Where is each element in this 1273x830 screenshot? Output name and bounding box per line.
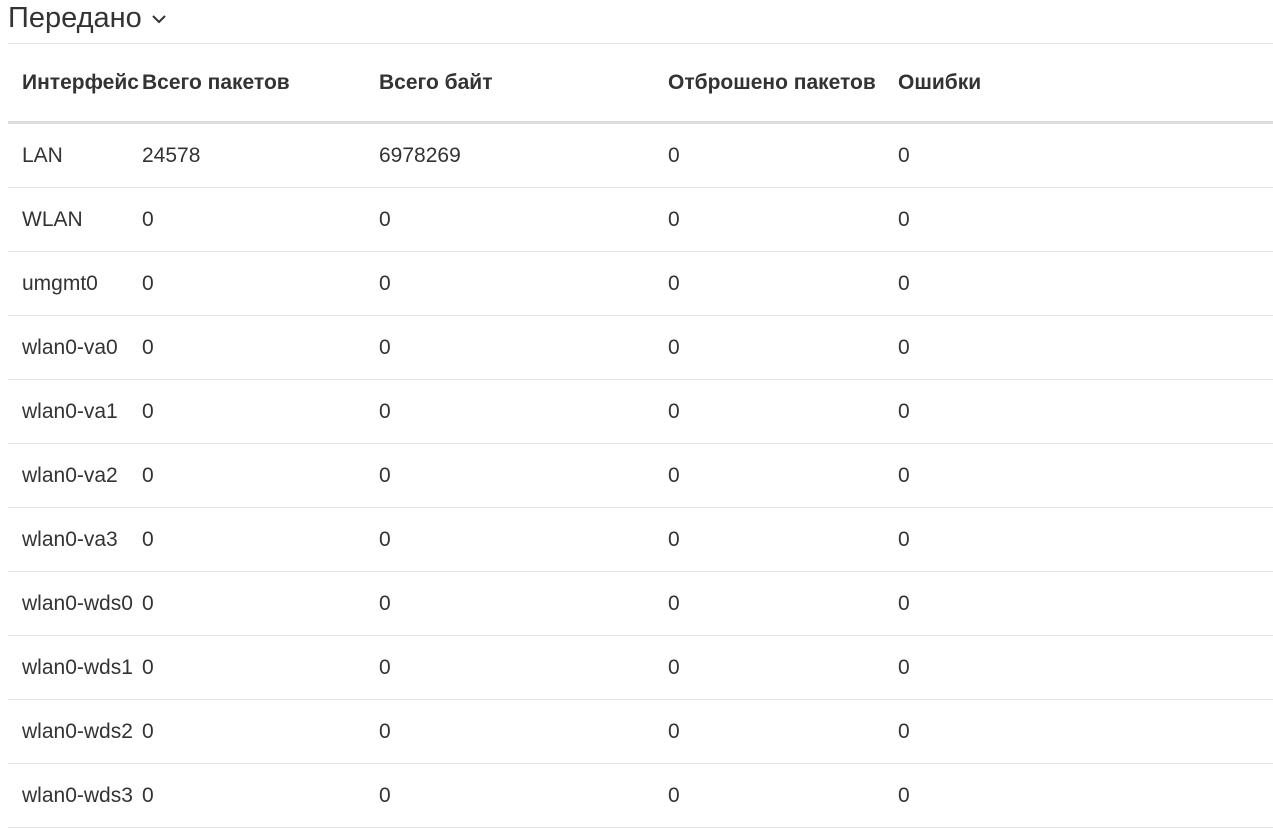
cell-total-packets: 0 [142, 507, 379, 572]
cell-errors: 0 [898, 571, 1273, 636]
cell-interface: wlan0-wds3 [8, 763, 142, 828]
cell-dropped-packets: 0 [668, 315, 898, 380]
cell-total-packets: 24578 [142, 122, 379, 188]
cell-errors: 0 [898, 443, 1273, 508]
cell-total-bytes: 0 [379, 379, 668, 444]
cell-total-bytes: 0 [379, 443, 668, 508]
cell-dropped-packets: 0 [668, 571, 898, 636]
cell-interface: wlan0-wds2 [8, 699, 142, 764]
cell-total-packets: 0 [142, 699, 379, 764]
table-row: wlan0-va0 0 0 0 0 [8, 315, 1273, 380]
cell-dropped-packets: 0 [668, 251, 898, 316]
table-row: wlan0-va3 0 0 0 0 [8, 507, 1273, 572]
cell-errors: 0 [898, 379, 1273, 444]
cell-total-bytes: 0 [379, 699, 668, 764]
cell-total-bytes: 0 [379, 763, 668, 828]
table-row: wlan0-wds2 0 0 0 0 [8, 699, 1273, 764]
table-row: WLAN 0 0 0 0 [8, 187, 1273, 252]
divider [8, 43, 1273, 44]
table-row: wlan0-wds1 0 0 0 0 [8, 635, 1273, 700]
cell-errors: 0 [898, 251, 1273, 316]
section-title: Передано [8, 2, 142, 34]
cell-interface: umgmt0 [8, 251, 142, 316]
cell-dropped-packets: 0 [668, 187, 898, 252]
section-toggle[interactable]: Передано [8, 2, 168, 35]
cell-dropped-packets: 0 [668, 763, 898, 828]
cell-interface: wlan0-wds0 [8, 571, 142, 636]
column-header-total-bytes: Всего байт [379, 44, 668, 124]
cell-errors: 0 [898, 315, 1273, 380]
cell-interface: wlan0-wds1 [8, 635, 142, 700]
cell-total-bytes: 0 [379, 635, 668, 700]
transmitted-table: Интерфейс Всего пакетов Всего байт Отбро… [8, 44, 1273, 828]
cell-dropped-packets: 0 [668, 122, 898, 188]
cell-total-packets: 0 [142, 315, 379, 380]
cell-errors: 0 [898, 699, 1273, 764]
cell-dropped-packets: 0 [668, 507, 898, 572]
cell-dropped-packets: 0 [668, 635, 898, 700]
table-row: wlan0-va1 0 0 0 0 [8, 379, 1273, 444]
cell-total-bytes: 0 [379, 187, 668, 252]
cell-interface: WLAN [8, 187, 142, 252]
table-row: LAN 24578 6978269 0 0 [8, 122, 1273, 188]
cell-dropped-packets: 0 [668, 443, 898, 508]
cell-interface: wlan0-va3 [8, 507, 142, 572]
cell-interface: wlan0-va1 [8, 379, 142, 444]
table-row: wlan0-va2 0 0 0 0 [8, 443, 1273, 508]
cell-errors: 0 [898, 507, 1273, 572]
cell-total-bytes: 0 [379, 571, 668, 636]
cell-interface: LAN [8, 122, 142, 188]
cell-total-packets: 0 [142, 187, 379, 252]
column-header-interface: Интерфейс [8, 44, 142, 124]
cell-errors: 0 [898, 187, 1273, 252]
column-header-dropped-packets: Отброшено пакетов [668, 44, 898, 124]
column-header-errors: Ошибки [898, 44, 1273, 124]
table-row: wlan0-wds0 0 0 0 0 [8, 571, 1273, 636]
chevron-down-icon [152, 14, 166, 23]
cell-total-packets: 0 [142, 635, 379, 700]
cell-total-bytes: 0 [379, 507, 668, 572]
cell-total-bytes: 0 [379, 251, 668, 316]
cell-total-packets: 0 [142, 571, 379, 636]
cell-total-bytes: 6978269 [379, 122, 668, 188]
cell-total-packets: 0 [142, 251, 379, 316]
cell-total-bytes: 0 [379, 315, 668, 380]
cell-interface: wlan0-va2 [8, 443, 142, 508]
table-row: wlan0-wds3 0 0 0 0 [8, 763, 1273, 828]
cell-errors: 0 [898, 763, 1273, 828]
cell-dropped-packets: 0 [668, 379, 898, 444]
cell-errors: 0 [898, 635, 1273, 700]
cell-errors: 0 [898, 122, 1273, 188]
cell-dropped-packets: 0 [668, 699, 898, 764]
cell-interface: wlan0-va0 [8, 315, 142, 380]
table-header-row: Интерфейс Всего пакетов Всего байт Отбро… [8, 44, 1273, 124]
column-header-total-packets: Всего пакетов [142, 44, 379, 124]
cell-total-packets: 0 [142, 443, 379, 508]
table-row: umgmt0 0 0 0 0 [8, 251, 1273, 316]
cell-total-packets: 0 [142, 763, 379, 828]
cell-total-packets: 0 [142, 379, 379, 444]
